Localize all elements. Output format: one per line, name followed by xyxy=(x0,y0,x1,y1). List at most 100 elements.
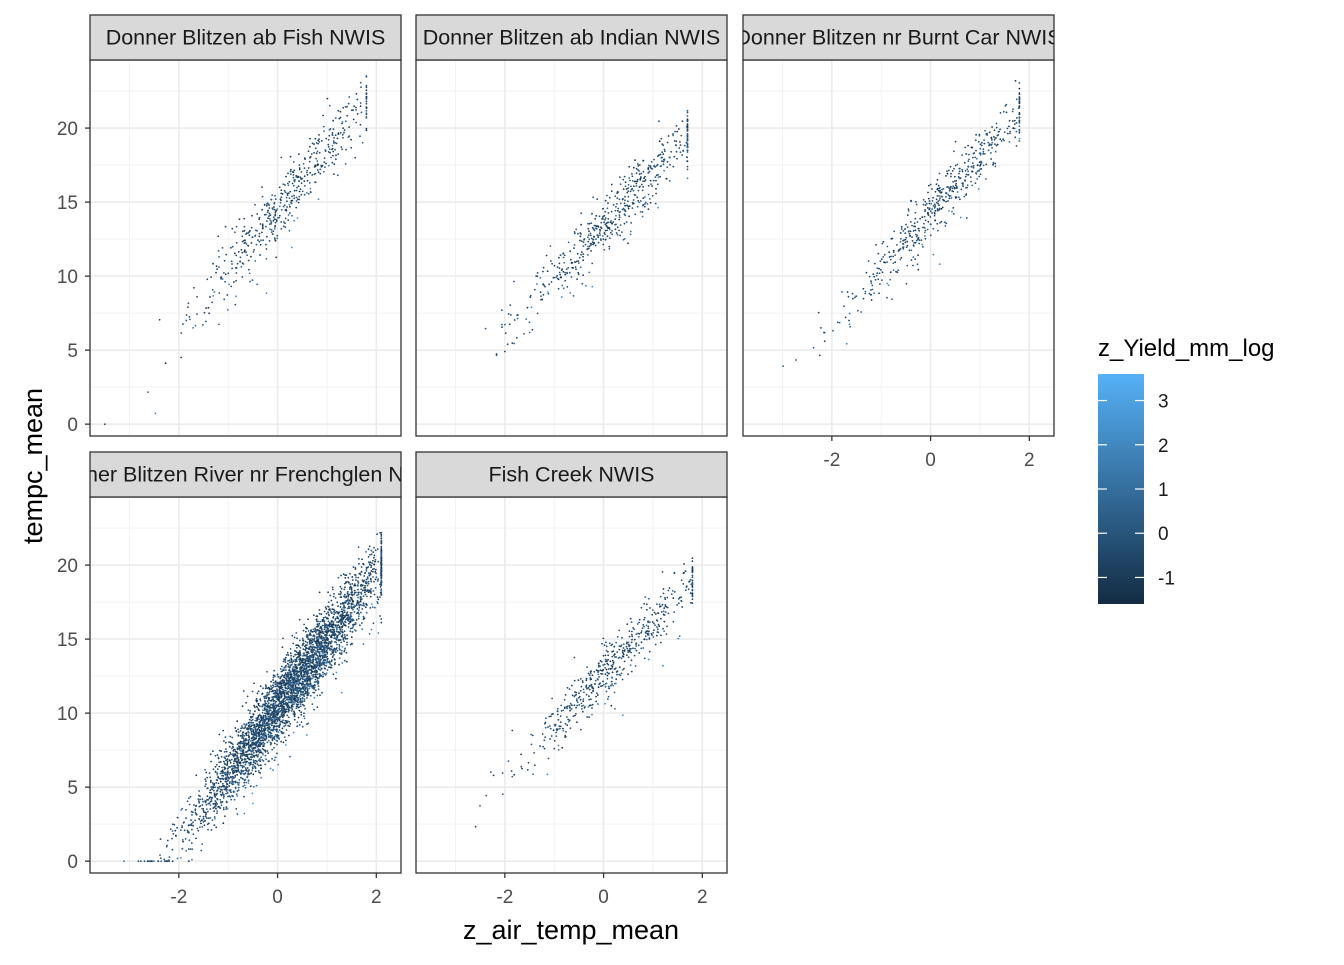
data-point xyxy=(234,799,236,801)
data-point xyxy=(373,564,375,566)
data-point xyxy=(267,752,269,754)
data-point xyxy=(581,251,583,253)
data-point xyxy=(342,646,344,648)
data-point xyxy=(258,771,260,773)
data-point xyxy=(974,157,976,159)
data-point xyxy=(912,265,914,267)
data-point xyxy=(293,197,295,199)
data-point xyxy=(659,140,661,142)
data-point xyxy=(340,146,342,148)
data-point xyxy=(214,816,216,818)
data-point xyxy=(212,786,214,788)
data-point xyxy=(365,582,367,584)
data-point xyxy=(298,180,300,182)
data-point xyxy=(334,142,336,144)
data-point xyxy=(890,256,892,258)
data-point xyxy=(277,676,279,678)
data-point xyxy=(978,188,980,190)
data-point xyxy=(1012,111,1014,113)
data-point xyxy=(687,146,689,148)
data-point xyxy=(956,196,958,198)
data-point xyxy=(280,189,282,191)
data-point xyxy=(343,607,345,609)
data-point xyxy=(293,195,295,197)
data-point xyxy=(290,655,292,657)
data-point xyxy=(605,224,607,226)
data-point xyxy=(893,269,895,271)
data-point xyxy=(147,860,149,862)
data-point xyxy=(655,193,657,195)
data-point xyxy=(876,272,878,274)
data-point xyxy=(340,132,342,134)
data-point xyxy=(627,242,629,244)
data-point xyxy=(633,167,635,169)
data-point xyxy=(304,654,306,656)
data-point xyxy=(184,829,186,831)
data-point xyxy=(308,661,310,663)
data-point xyxy=(917,235,919,237)
data-point xyxy=(870,294,872,296)
data-point xyxy=(222,783,224,785)
data-point xyxy=(345,149,347,151)
data-point xyxy=(596,198,598,200)
data-point xyxy=(257,763,259,765)
data-point xyxy=(236,813,238,815)
data-point xyxy=(932,200,934,202)
data-point xyxy=(328,146,330,148)
data-point xyxy=(566,272,568,274)
data-point xyxy=(955,184,957,186)
data-point xyxy=(304,673,306,675)
data-point xyxy=(302,681,304,683)
data-point xyxy=(242,734,244,736)
data-point xyxy=(259,698,261,700)
data-point xyxy=(301,171,303,173)
data-point xyxy=(242,765,244,767)
data-point xyxy=(635,183,637,185)
data-point xyxy=(290,171,292,173)
data-point xyxy=(275,734,277,736)
data-point xyxy=(299,664,301,666)
data-point xyxy=(902,230,904,232)
data-point xyxy=(352,631,354,633)
data-point xyxy=(299,710,301,712)
data-point xyxy=(332,589,334,591)
data-point xyxy=(159,854,161,856)
data-point xyxy=(536,283,538,285)
data-point xyxy=(290,173,292,175)
data-point xyxy=(624,205,626,207)
data-point xyxy=(295,654,297,656)
data-point xyxy=(153,860,155,862)
data-point xyxy=(229,746,231,748)
data-point xyxy=(208,817,210,819)
data-point xyxy=(325,662,327,664)
data-point xyxy=(199,799,201,801)
data-point xyxy=(267,761,269,763)
data-point xyxy=(216,268,218,270)
data-point xyxy=(934,206,936,208)
data-point xyxy=(600,238,602,240)
data-point xyxy=(687,118,689,120)
panel-background xyxy=(90,60,401,436)
data-point xyxy=(332,120,334,122)
data-point xyxy=(344,634,346,636)
data-point xyxy=(908,208,910,210)
data-point xyxy=(317,623,319,625)
data-point xyxy=(208,307,210,309)
data-point xyxy=(276,740,278,742)
data-point xyxy=(659,176,661,178)
data-point xyxy=(990,152,992,154)
data-point xyxy=(236,226,238,228)
data-point xyxy=(928,214,930,216)
data-point xyxy=(313,143,315,145)
data-point xyxy=(264,764,266,766)
data-point xyxy=(860,311,862,313)
data-point xyxy=(616,203,618,205)
data-point xyxy=(225,755,227,757)
data-point xyxy=(243,240,245,242)
data-point xyxy=(333,128,335,130)
data-point xyxy=(255,750,257,752)
data-point xyxy=(226,802,228,804)
data-point xyxy=(276,717,278,719)
data-point xyxy=(925,238,927,240)
data-point xyxy=(216,812,218,814)
